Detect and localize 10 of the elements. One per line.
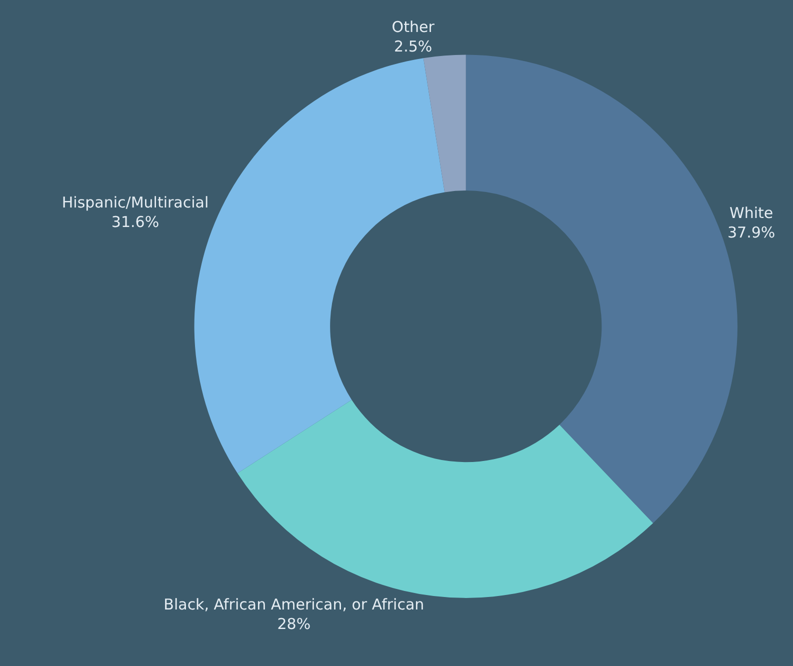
donut-slice — [423, 54, 466, 192]
donut-slice — [237, 400, 654, 598]
slice-label: Black, African American, or African — [164, 596, 424, 614]
slice-label: Hispanic/Multiracial — [62, 193, 209, 212]
slice-label: Other — [392, 18, 436, 36]
data-label: 37.9% — [727, 224, 776, 242]
data-label: 2.5% — [394, 38, 432, 56]
slice-label: White — [729, 204, 774, 222]
data-label: 28% — [277, 615, 311, 634]
data-label: 31.6% — [111, 212, 160, 231]
